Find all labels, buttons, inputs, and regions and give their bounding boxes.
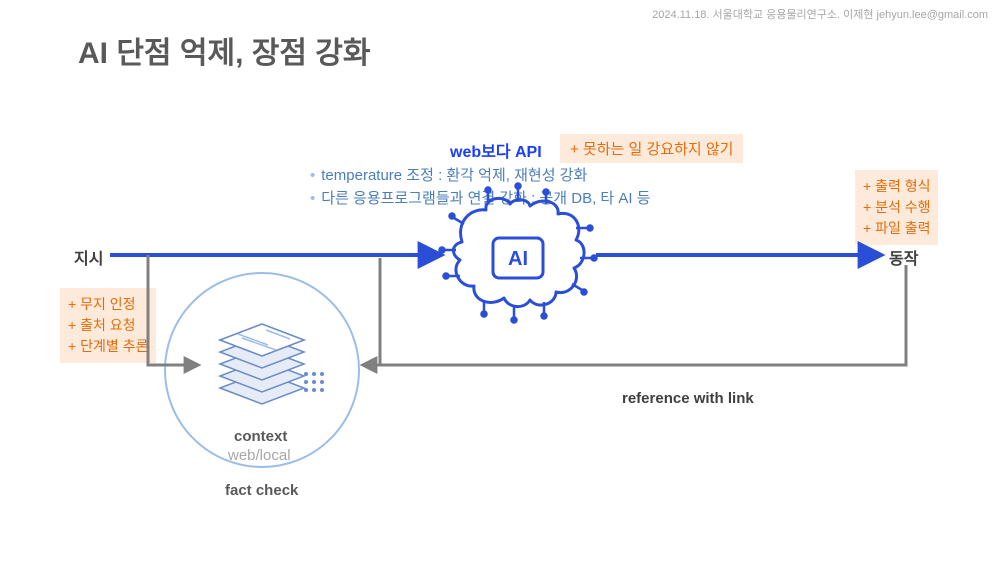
note-right-box: + 출력 형식 + 분석 수행 + 파일 출력 — [855, 170, 938, 245]
note-left-1: + 무지 인정 — [68, 294, 148, 315]
diagram-svg: AI — [0, 0, 1000, 563]
arrow-action-to-context — [363, 265, 906, 365]
note-left-box: + 무지 인정 + 출처 요청 + 단계별 추론 — [60, 288, 156, 363]
ai-label: AI — [508, 248, 528, 270]
note-left-2: + 출처 요청 — [68, 315, 148, 336]
label-web-api: web보다 API — [450, 138, 542, 162]
label-action: 동작 — [889, 245, 918, 269]
bullet-temperature: temperature 조정 : 환각 억제, 재현성 강화 — [321, 167, 587, 184]
documents-stack-icon — [220, 324, 324, 404]
page-title: AI 단점 억제, 장점 강화 — [78, 28, 370, 72]
label-weblocal: web/local — [228, 447, 291, 464]
note-right-2: + 분석 수행 — [863, 197, 930, 218]
note-right-1: + 출력 형식 — [863, 176, 930, 197]
api-bullets: •temperature 조정 : 환각 억제, 재현성 강화 •다른 응용프로… — [310, 165, 651, 210]
note-not-force: + 못하는 일 강요하지 않기 — [560, 134, 743, 163]
label-reference-link: reference with link — [622, 390, 754, 407]
label-factcheck: fact check — [225, 482, 298, 499]
bullet-integration: 다른 응용프로그램들과 연결 강화 : 공개 DB, 타 AI 등 — [321, 190, 650, 207]
label-context: context — [234, 428, 287, 445]
note-right-3: + 파일 출력 — [863, 218, 930, 239]
note-left-3: + 단계별 추론 — [68, 336, 148, 357]
label-instruction: 지시 — [74, 245, 103, 269]
header-meta: 2024.11.18. 서울대학교 응용물리연구소. 이제현 jehyun.le… — [652, 6, 988, 22]
